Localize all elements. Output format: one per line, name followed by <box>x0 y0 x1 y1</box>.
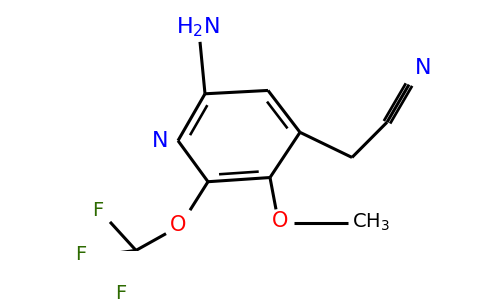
Text: F: F <box>115 284 127 300</box>
Text: N: N <box>415 58 432 78</box>
Text: CH$_3$: CH$_3$ <box>352 212 390 233</box>
Text: O: O <box>272 211 288 231</box>
Text: H$_2$N: H$_2$N <box>176 15 220 38</box>
Text: N: N <box>151 131 168 151</box>
Text: F: F <box>92 201 104 220</box>
Text: F: F <box>76 245 87 264</box>
Text: O: O <box>170 215 186 235</box>
